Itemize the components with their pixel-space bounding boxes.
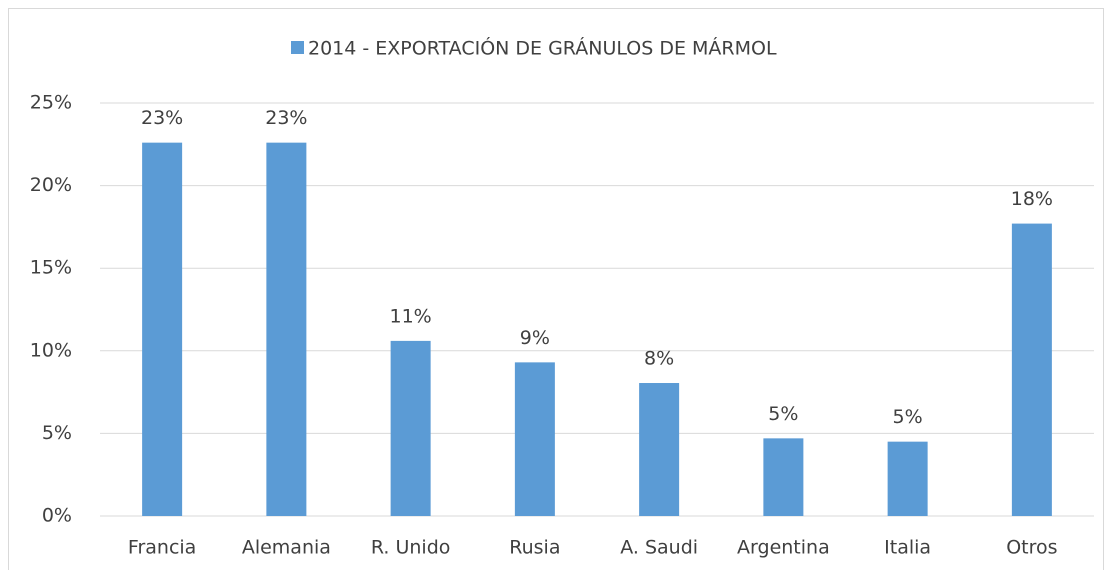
bar xyxy=(887,441,928,516)
y-tick-label: 15% xyxy=(30,257,72,279)
x-tick-label: R. Unido xyxy=(371,537,451,559)
y-tick-label: 5% xyxy=(42,422,72,444)
y-tick-label: 20% xyxy=(30,174,72,196)
bar xyxy=(390,340,431,516)
bar xyxy=(763,438,804,516)
data-label: 5% xyxy=(768,403,798,425)
y-tick-label: 10% xyxy=(30,339,72,361)
data-label: 9% xyxy=(520,327,550,349)
x-tick-label: A. Saudi xyxy=(620,537,698,559)
legend-swatch xyxy=(291,41,304,54)
y-tick-label: 25% xyxy=(30,92,72,114)
bar xyxy=(514,362,555,516)
x-tick-label: Francia xyxy=(128,537,196,559)
y-tick-label: 0% xyxy=(42,505,72,527)
legend-label: 2014 - EXPORTACIÓN DE GRÁNULOS DE MÁRMOL xyxy=(308,36,777,60)
x-tick-label: Rusia xyxy=(509,537,560,559)
x-tick-label: Argentina xyxy=(737,537,830,559)
x-tick-label: Alemania xyxy=(242,537,331,559)
data-label: 5% xyxy=(893,406,923,428)
data-label: 23% xyxy=(141,107,183,129)
data-label: 11% xyxy=(390,305,432,327)
bar xyxy=(266,142,307,516)
data-label: 8% xyxy=(644,348,674,370)
bar xyxy=(639,383,680,516)
bar xyxy=(1011,223,1052,516)
data-label: 18% xyxy=(1011,188,1053,210)
bar xyxy=(142,142,183,516)
x-tick-label: Otros xyxy=(1006,537,1057,559)
data-label: 23% xyxy=(265,107,307,129)
x-tick-label: Italia xyxy=(884,537,931,559)
